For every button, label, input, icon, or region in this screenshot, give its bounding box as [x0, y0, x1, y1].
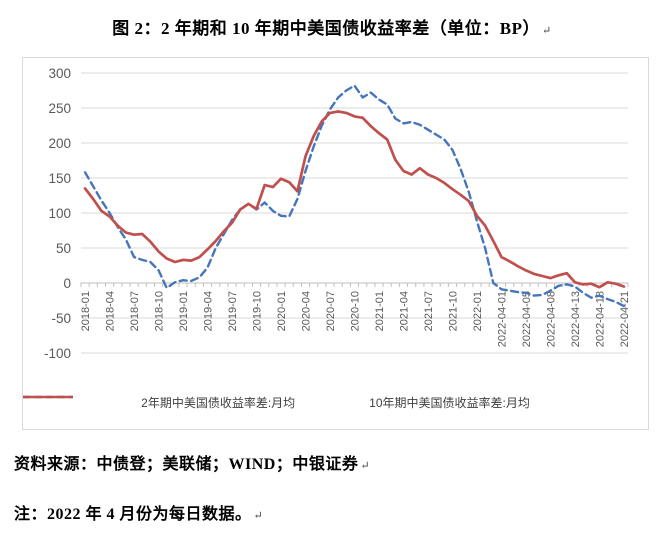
- x-axis-tick-label: 2020-10: [350, 291, 362, 331]
- source-note: 资料来源：中债登；美联储；WIND；中银证券 ↵: [14, 450, 370, 474]
- x-axis-tick-label: 2019-10: [252, 291, 264, 331]
- y-axis-tick-label: -100: [44, 346, 71, 361]
- series-line-10y-spread: [83, 110, 626, 289]
- x-axis-tick-label: 2022-04-01: [496, 291, 508, 347]
- source-note-text: 资料来源：中债登；美联储；WIND；中银证券: [14, 456, 359, 473]
- legend-label-2y: 2年期中美国债收益率差:月均: [141, 396, 296, 410]
- x-axis-tick-label: 2018-07: [129, 291, 141, 331]
- y-axis-tick-label: 200: [48, 136, 71, 151]
- x-axis-tick-label: 2020-07: [325, 291, 337, 331]
- x-axis-tick-label: 2022-04-21: [619, 291, 631, 347]
- x-axis-tick-label: 2018-04: [105, 291, 117, 331]
- x-axis-tick-label: 2020-01: [276, 291, 288, 331]
- x-axis-tick-label: 2022-04-18: [594, 291, 606, 347]
- paragraph-mark: ↵: [360, 460, 371, 472]
- x-axis-tick-label: 2022-04-08: [545, 291, 557, 347]
- legend-item-2y: 2年期中美国债收益率差:月均: [23, 394, 296, 411]
- page-title-text: 图 2：2 年期和 10 年期中美国债收益率差（单位：BP）: [112, 19, 540, 38]
- paragraph-mark: ↵: [253, 510, 264, 522]
- legend-label-10y: 10年期中美国债收益率差:月均: [369, 396, 530, 410]
- x-axis-tick-label: 2022-01: [472, 291, 484, 331]
- y-axis-tick-label: 250: [48, 101, 71, 116]
- chart-legend: 2年期中美国债收益率差:月均 10年期中美国债收益率差:月均: [23, 394, 648, 411]
- x-axis-tick-label: 2019-01: [178, 291, 190, 331]
- legend-item-10y: 10年期中美国债收益率差:月均: [23, 394, 530, 411]
- x-axis-tick-label: 2019-07: [227, 291, 239, 331]
- y-axis-tick-label: 100: [48, 206, 71, 221]
- x-axis-tick-label: 2021-04: [398, 291, 410, 331]
- paragraph-mark: ↵: [542, 25, 552, 37]
- x-axis-tick-label: 2021-07: [423, 291, 435, 331]
- series-line-2y-spread: [83, 84, 626, 308]
- y-axis-tick-label: 150: [48, 171, 71, 186]
- chart-area: 300 250 200 150 100 50 0 -50 -100 2018-01 2018-04 2…: [22, 57, 649, 430]
- page-title: 图 2：2 年期和 10 年期中美国债收益率差（单位：BP） ↵: [0, 0, 664, 39]
- y-axis-tick-label: 50: [56, 241, 71, 256]
- x-axis-tick-label: 2022-04-05: [521, 291, 533, 347]
- y-axis-tick-label: 0: [63, 276, 71, 291]
- y-axis-tick-label: -50: [51, 311, 71, 326]
- x-axis-tick-label: 2021-01: [374, 291, 386, 331]
- line-chart-canvas: 300 250 200 150 100 50 0 -50 -100 2018-01 2018-04 2…: [44, 66, 631, 361]
- y-axis-tick-label: 300: [48, 66, 71, 81]
- footnote-text: 注：2022 年 4 月份为每日数据。: [14, 506, 252, 523]
- x-axis-tick-label: 2019-04: [203, 291, 215, 331]
- legend-solid-line-sample: [23, 395, 73, 399]
- x-axis-tick-label: 2018-01: [80, 291, 92, 331]
- x-axis-tick-label: 2022-04-13: [570, 291, 582, 347]
- x-axis-tick-label: 2020-04: [301, 291, 313, 331]
- x-axis-tick-label: 2018-10: [154, 291, 166, 331]
- x-axis-tick-label: 2021-10: [447, 291, 459, 331]
- footnote: 注：2022 年 4 月份为每日数据。 ↵: [14, 500, 263, 524]
